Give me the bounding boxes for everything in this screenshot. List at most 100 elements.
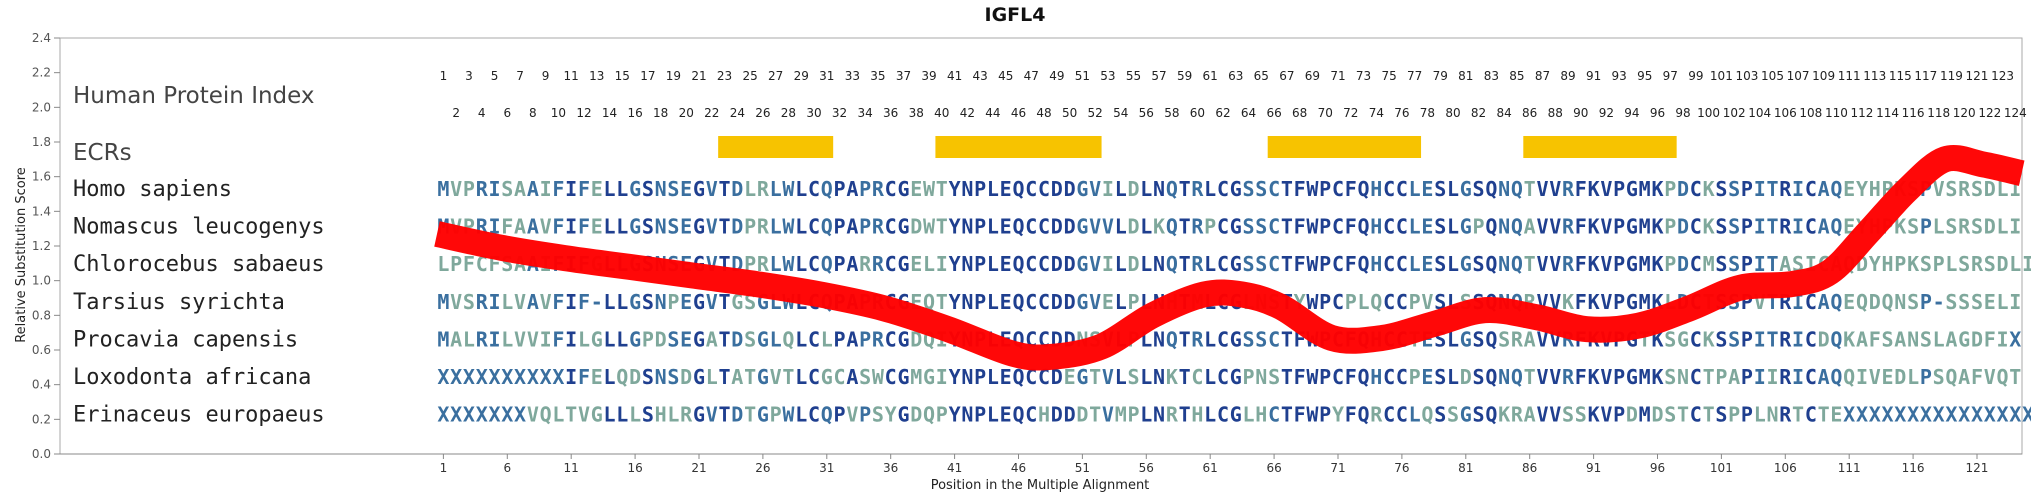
- human-index-number: 11: [564, 69, 579, 83]
- human-index-number: 29: [794, 69, 809, 83]
- species-sequence: XXXXXXXXXXIFELQDSNSDGLTATGVTLCGCASWCGMGI…: [437, 365, 2021, 389]
- human-index-number: 98: [1675, 106, 1690, 120]
- human-index-number: 21: [691, 69, 706, 83]
- species-label: Nomascus leucogenys: [73, 215, 325, 240]
- human-index-number: 33: [845, 69, 860, 83]
- y-tick-label: 1.8: [32, 135, 51, 149]
- human-index-number: 26: [755, 106, 770, 120]
- human-index-number: 74: [1369, 106, 1384, 120]
- human-index-number: 116: [1902, 106, 1925, 120]
- human-index-number: 69: [1305, 69, 1320, 83]
- species-label: Loxodonta africana: [73, 365, 311, 390]
- human-index-number: 119: [1940, 69, 1963, 83]
- human-index-number: 81: [1458, 69, 1473, 83]
- human-index-number: 78: [1420, 106, 1435, 120]
- human-index-number: 43: [973, 69, 988, 83]
- human-protein-index-label: Human Protein Index: [73, 83, 315, 109]
- human-index-number: 2: [452, 106, 460, 120]
- human-index-number: 79: [1433, 69, 1448, 83]
- human-index-number: 77: [1407, 69, 1422, 83]
- y-tick-label: 1.2: [32, 239, 51, 253]
- human-index-number: 12: [576, 106, 591, 120]
- human-index-number: 108: [1799, 106, 1822, 120]
- x-tick-label: 111: [1838, 461, 1861, 475]
- human-index-number: 111: [1838, 69, 1861, 83]
- human-index-number: 92: [1599, 106, 1614, 120]
- ecr-bar: [1267, 136, 1422, 158]
- x-tick-label: 46: [1011, 461, 1026, 475]
- human-index-number: 68: [1292, 106, 1307, 120]
- human-index-number: 17: [640, 69, 655, 83]
- human-index-number: 32: [832, 106, 847, 120]
- x-tick-label: 56: [1139, 461, 1154, 475]
- y-tick-label: 0.0: [32, 447, 51, 461]
- human-index-number: 48: [1036, 106, 1051, 120]
- human-index-number: 51: [1075, 69, 1090, 83]
- ecr-label: ECRs: [73, 140, 132, 166]
- species-sequence: MALRILVVIFILGLLGPDSEGATDSGLQLCLPAPRCGDQI…: [437, 327, 2021, 351]
- human-index-number: 66: [1266, 106, 1281, 120]
- human-index-number: 122: [1978, 106, 2001, 120]
- human-index-number: 94: [1624, 106, 1639, 120]
- human-index-number: 19: [666, 69, 681, 83]
- x-tick-label: 76: [1394, 461, 1409, 475]
- human-index-number: 24: [730, 106, 745, 120]
- alignment: Homo sapiens MVPRISAAIFIFELLGSNSEGVTDLRLW…: [73, 177, 2031, 428]
- human-index-number: 58: [1164, 106, 1179, 120]
- human-index-number: 34: [857, 106, 872, 120]
- x-tick-label: 1: [440, 461, 448, 475]
- human-index-number: 114: [1876, 106, 1899, 120]
- human-index-number: 31: [819, 69, 834, 83]
- human-index-number: 37: [896, 69, 911, 83]
- species-sequence: MVPRISAAIFIFELLGSNSEGVTDLRLWLCQPAPRCGEWT…: [437, 177, 2021, 201]
- human-index-number: 20: [679, 106, 694, 120]
- human-index-number: 52: [1088, 106, 1103, 120]
- human-index-number: 60: [1190, 106, 1205, 120]
- human-index-number: 1: [440, 69, 448, 83]
- human-index-number: 120: [1953, 106, 1976, 120]
- human-index-number: 25: [742, 69, 757, 83]
- human-index-number: 65: [1254, 69, 1269, 83]
- human-index-number: 118: [1927, 106, 1950, 120]
- human-index-number: 90: [1573, 106, 1588, 120]
- x-tick-label: 31: [819, 461, 834, 475]
- human-index-number: 99: [1688, 69, 1703, 83]
- human-index-number: 102: [1723, 106, 1746, 120]
- human-index-number: 112: [1851, 106, 1874, 120]
- human-index-number: 5: [491, 69, 499, 83]
- human-index-number: 121: [1966, 69, 1989, 83]
- human-index-number: 84: [1496, 106, 1511, 120]
- x-tick-label: 121: [1966, 461, 1989, 475]
- human-index-number: 16: [627, 106, 642, 120]
- human-index-number: 97: [1663, 69, 1678, 83]
- x-tick-labels: 1 6 11 16 21 26 31 36 41 46 51 56 61 66 71 76 81 86 91 96 10…: [440, 454, 1989, 475]
- human-index-number: 42: [960, 106, 975, 120]
- human-index-number: 54: [1113, 106, 1128, 120]
- human-index-number: 35: [870, 69, 885, 83]
- human-index-number: 62: [1215, 106, 1230, 120]
- human-index-number: 123: [1991, 69, 2014, 83]
- human-index-number: 105: [1761, 69, 1784, 83]
- human-index-number: 104: [1748, 106, 1771, 120]
- human-index-number: 82: [1471, 106, 1486, 120]
- human-index-number: 109: [1812, 69, 1835, 83]
- x-tick-label: 71: [1330, 461, 1345, 475]
- x-tick-label: 91: [1586, 461, 1601, 475]
- human-index-number: 38: [909, 106, 924, 120]
- species-label: Homo sapiens: [73, 177, 232, 202]
- human-index-number: 28: [781, 106, 796, 120]
- human-index-number: 70: [1318, 106, 1333, 120]
- x-tick-label: 106: [1774, 461, 1797, 475]
- ecr-bars: [718, 136, 1677, 158]
- human-index-number: 4: [478, 106, 486, 120]
- human-index-number: 63: [1228, 69, 1243, 83]
- human-index-number: 10: [551, 106, 566, 120]
- human-index-number: 9: [542, 69, 550, 83]
- x-tick-label: 51: [1075, 461, 1090, 475]
- human-index-number: 115: [1889, 69, 1912, 83]
- human-index-number: 39: [921, 69, 936, 83]
- y-axis-label: Relative Substitution Score: [14, 167, 29, 343]
- human-index-number: 55: [1126, 69, 1141, 83]
- human-index-number: 13: [589, 69, 604, 83]
